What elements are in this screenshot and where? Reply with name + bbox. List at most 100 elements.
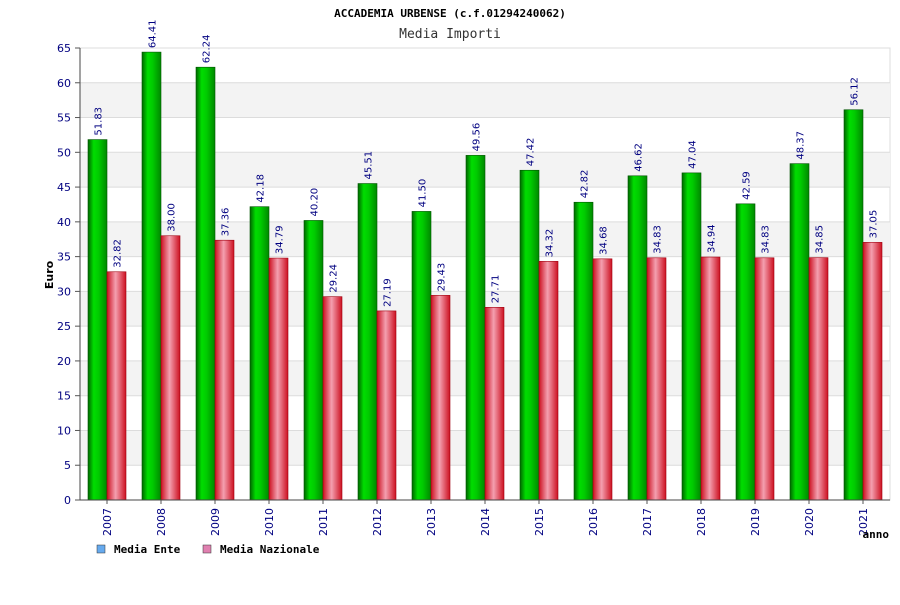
bar-media-ente-2018 [681, 172, 702, 501]
bar-media-ente-2009 [195, 66, 216, 501]
y-axis-ticks: 0 5 10 15 20 25 30 35 40 45 50 55 60 65 [57, 42, 80, 507]
bar-media-ente-2016 [573, 201, 594, 501]
bar-media-nazionale-2013 [430, 295, 451, 501]
bar-media-ente-2008 [141, 51, 162, 501]
bar-media-nazionale-2014 [484, 307, 505, 501]
data-label: 42.18 [256, 174, 267, 203]
x-tick-label: 2015 [533, 508, 546, 536]
data-label: 34.32 [545, 229, 556, 258]
y-tick-label: 20 [57, 355, 71, 368]
legend-item-media-ente: Media Ente [96, 543, 181, 556]
x-axis-ticks: 2007 2008 2009 2010 2011 2012 2013 2014 2015 2016… [101, 500, 870, 536]
data-label: 27.71 [491, 275, 502, 304]
data-label: 41.50 [418, 179, 429, 208]
data-label: 47.04 [688, 140, 699, 169]
bar-media-nazionale-2012 [376, 310, 397, 501]
x-tick-label: 2011 [317, 508, 330, 536]
x-tick-label: 2017 [641, 508, 654, 536]
x-tick-label: 2009 [209, 508, 222, 536]
data-label: 62.24 [202, 35, 213, 64]
bar-media-ente-2015 [519, 169, 540, 501]
bar-media-ente-2020 [789, 163, 810, 501]
y-tick-label: 60 [57, 77, 71, 90]
bar-media-nazionale-2007 [106, 271, 127, 501]
legend-label-media-nazionale: Media Nazionale [220, 543, 320, 556]
chart-title: ACCADEMIA URBENSE (c.f.01294240062) [334, 7, 566, 20]
y-tick-label: 25 [57, 320, 71, 333]
data-label: 47.42 [526, 138, 537, 167]
bar-media-nazionale-2019 [754, 257, 775, 501]
x-tick-label: 2012 [371, 508, 384, 536]
bar-media-nazionale-2018 [700, 256, 721, 501]
x-tick-label: 2008 [155, 508, 168, 536]
y-tick-label: 55 [57, 112, 71, 125]
chart-subtitle: Media Importi [399, 27, 501, 42]
x-tick-label: 2019 [749, 508, 762, 536]
data-label: 49.56 [472, 123, 483, 152]
data-label: 34.83 [653, 225, 664, 254]
data-label: 45.51 [364, 151, 375, 180]
y-tick-label: 65 [57, 42, 71, 55]
y-tick-label: 45 [57, 181, 71, 194]
data-labels: 51.83 32.82 64.41 38.00 62.24 37.36 42.18 34.79… [94, 19, 880, 306]
y-tick-label: 15 [57, 390, 71, 403]
legend-item-media-nazionale: Media Nazionale [202, 543, 320, 556]
bar-media-ente-2017 [627, 175, 648, 501]
x-tick-label: 2013 [425, 508, 438, 536]
bar-media-nazionale-2015 [538, 261, 559, 501]
data-label: 37.05 [869, 210, 880, 239]
data-label: 29.24 [329, 264, 340, 293]
data-label: 42.82 [580, 170, 591, 199]
bar-media-ente-2011 [303, 220, 324, 501]
x-tick-label: 2018 [695, 508, 708, 536]
data-label: 34.94 [707, 224, 718, 253]
data-label: 34.83 [761, 225, 772, 254]
bar-media-nazionale-2016 [592, 258, 613, 501]
data-label: 42.59 [742, 171, 753, 200]
legend-label-media-ente: Media Ente [114, 543, 181, 556]
data-label: 32.82 [113, 239, 124, 268]
bar-media-nazionale-2021 [862, 242, 883, 501]
data-label: 37.36 [221, 208, 232, 237]
y-tick-label: 50 [57, 146, 71, 159]
x-axis-label: anno [863, 528, 890, 541]
legend: Media Ente Media Nazionale [96, 543, 320, 556]
x-tick-label: 2010 [263, 508, 276, 536]
y-tick-label: 30 [57, 285, 71, 298]
x-tick-label: 2020 [803, 508, 816, 536]
y-tick-label: 0 [64, 494, 71, 507]
y-tick-label: 35 [57, 251, 71, 264]
y-tick-label: 5 [64, 459, 71, 472]
bar-media-ente-2021 [843, 109, 864, 501]
y-tick-label: 40 [57, 216, 71, 229]
bar-media-nazionale-2010 [268, 257, 289, 501]
x-tick-label: 2016 [587, 508, 600, 536]
bar-media-ente-2012 [357, 183, 378, 501]
legend-swatch-media-ente [96, 544, 106, 554]
x-tick-label: 2007 [101, 508, 114, 536]
data-label: 27.19 [383, 278, 394, 307]
bar-media-ente-2014 [465, 155, 486, 501]
data-label: 40.20 [310, 188, 321, 217]
data-label: 34.79 [275, 225, 286, 254]
data-label: 46.62 [634, 143, 645, 172]
bar-media-ente-2007 [87, 139, 108, 501]
legend-swatch-media-nazionale [202, 544, 212, 554]
bar-media-ente-2010 [249, 206, 270, 501]
bar-media-nazionale-2008 [160, 235, 181, 501]
bar-media-nazionale-2017 [646, 257, 667, 501]
bar-media-ente-2013 [411, 211, 432, 501]
data-label: 64.41 [148, 19, 159, 48]
data-label: 34.68 [599, 226, 610, 255]
bar-media-ente-2019 [735, 203, 756, 501]
y-tick-label: 10 [57, 424, 71, 437]
bar-media-nazionale-2020 [808, 257, 829, 501]
x-tick-label: 2014 [479, 508, 492, 536]
bar-media-nazionale-2009 [214, 239, 235, 501]
x-tick-label: 2021 [857, 508, 870, 536]
data-label: 29.43 [437, 263, 448, 292]
y-axis-label: Euro [43, 260, 56, 289]
data-label: 51.83 [94, 107, 105, 136]
